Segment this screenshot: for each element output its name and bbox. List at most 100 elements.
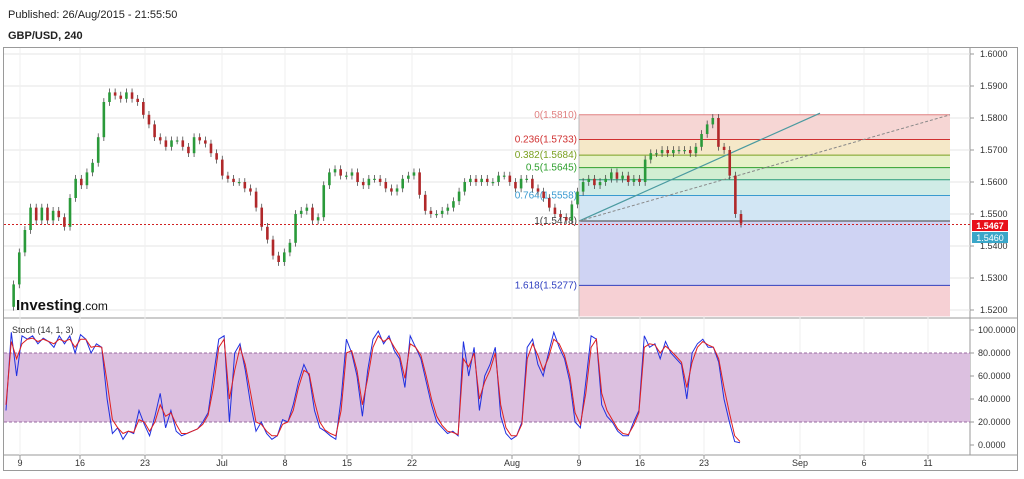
candle-body <box>164 140 168 147</box>
price-tick-label: 1.6000 <box>980 49 1008 59</box>
candle-body <box>333 169 337 173</box>
candle-body <box>260 207 264 227</box>
candle-body <box>728 150 732 176</box>
candle-body <box>485 178 489 182</box>
candle-body <box>57 210 61 218</box>
time-tick-label: 8 <box>282 458 287 468</box>
stoch-tick-label: 0.0000 <box>978 440 1006 450</box>
candle-body <box>390 188 393 192</box>
fib-level-label: 1(1.5478) <box>534 216 577 227</box>
candle-body <box>429 210 433 214</box>
fib-zone <box>579 114 950 140</box>
candle-body <box>666 150 669 154</box>
candle-body <box>621 175 624 179</box>
candle-body <box>581 182 585 192</box>
fib-zone <box>579 167 950 180</box>
time-tick-label: 16 <box>75 458 85 468</box>
candle-body <box>598 182 602 186</box>
candle-body <box>339 169 342 176</box>
stoch-tick-label: 80.0000 <box>978 348 1011 358</box>
price-axis-ticks: 1.6000 1.5900 1.5800 1.5700 1.5600 1.5500 1.54… <box>970 49 1008 315</box>
stoch-axis-ticks: 100.0000 80.0000 60.0000 40.0000 20.0000 0.00… <box>970 325 1016 450</box>
candle-body <box>626 175 630 182</box>
candle-body <box>469 178 472 182</box>
time-tick-label: Sep <box>792 458 808 468</box>
candle-body <box>85 172 89 186</box>
candle-body <box>610 172 613 179</box>
candle-body <box>593 178 596 186</box>
fib-level-label: 0.5(1.5645) <box>526 163 577 174</box>
candle-body <box>508 175 512 182</box>
fib-level-label: 0(1.5810) <box>534 110 577 121</box>
trend-lines[interactable] <box>578 112 951 222</box>
prev-price-badge <box>972 232 1008 243</box>
candle-body <box>249 188 252 192</box>
fib-zone-ext2 <box>579 285 950 317</box>
candle-body <box>688 150 692 154</box>
candle-body <box>632 178 636 182</box>
candle-body <box>722 146 726 150</box>
candle-body <box>254 191 258 208</box>
candle-body <box>587 178 591 182</box>
candle-body <box>480 178 483 182</box>
trendline-dashed <box>578 114 951 222</box>
candle-body <box>153 124 156 138</box>
candle-body <box>170 140 173 147</box>
candle-body <box>232 178 235 182</box>
candle-body <box>113 92 117 96</box>
candle-body <box>378 178 382 182</box>
time-axis-ticks: 9 16 23 Jul 8 15 22 Aug 9 16 23 Sep 6 11 <box>17 455 933 468</box>
candle-body <box>63 217 66 227</box>
candle-body <box>204 140 207 144</box>
time-tick-label: 16 <box>635 458 645 468</box>
candle-body <box>181 140 185 147</box>
candle-body <box>423 194 427 211</box>
candle-body <box>452 201 455 208</box>
candle-body <box>96 137 100 163</box>
prev-price-label: 1.5460 <box>976 233 1004 243</box>
candle-body <box>384 182 388 189</box>
candle-body <box>694 146 698 154</box>
candle-body <box>683 150 686 152</box>
candle-body <box>497 175 500 182</box>
candle-body <box>215 153 218 160</box>
logo-wordmark: Investing.com <box>16 297 108 314</box>
time-tick-label: 9 <box>17 458 22 468</box>
candle-body <box>237 182 241 184</box>
candle-body <box>68 198 72 227</box>
candle-body <box>660 150 664 154</box>
candle-body <box>502 175 506 177</box>
candle-body <box>350 172 354 176</box>
candle-body <box>322 185 326 218</box>
candle-body <box>102 102 106 138</box>
fib-zone <box>579 139 950 156</box>
candle-body <box>91 162 94 173</box>
candle-body <box>536 188 540 192</box>
candle-body <box>559 214 562 218</box>
candle-body <box>271 239 275 256</box>
candle-body <box>23 230 27 253</box>
candle-body <box>412 172 416 176</box>
candle-body <box>407 175 410 179</box>
stoch-title: Stoch (14, 1, 3) <box>12 325 74 335</box>
time-tick-label: Jul <box>216 458 228 468</box>
candle-body <box>373 178 376 180</box>
time-tick-label: 6 <box>861 458 866 468</box>
candle-body <box>299 210 303 214</box>
time-tick-label: 9 <box>576 458 581 468</box>
candle-body <box>147 114 151 125</box>
stoch-tick-label: 60.0000 <box>978 371 1011 381</box>
candle-body <box>12 284 15 307</box>
candle-body <box>277 255 280 262</box>
candle-body <box>243 182 247 189</box>
fibonacci-retracement[interactable]: 0(1.5810) 0.236(1.5733) 0.382(1.5684) 0.5(1… <box>515 110 950 317</box>
candle-body <box>108 92 111 102</box>
candle-body <box>604 178 607 182</box>
candle-body <box>220 159 224 176</box>
candle-body <box>209 143 213 154</box>
candle-body <box>266 226 269 240</box>
stoch-tick-label: 100.0000 <box>978 325 1016 335</box>
candle-body <box>564 217 568 221</box>
candle-body <box>175 140 179 142</box>
